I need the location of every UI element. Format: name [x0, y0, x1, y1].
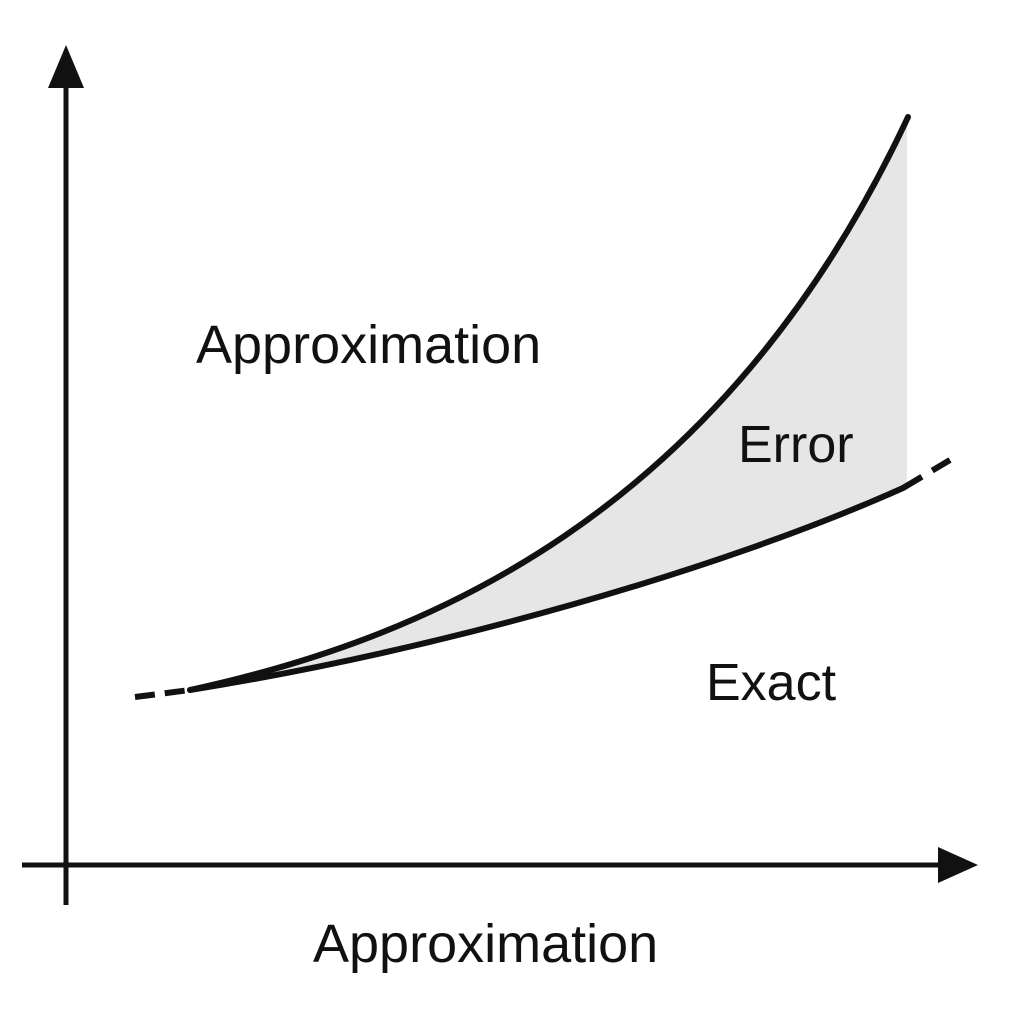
approximation-curve-label: Approximation	[196, 315, 541, 375]
exact-curve-label: Exact	[706, 654, 837, 712]
exact-curve-left-dashed	[134, 687, 191, 700]
error-region	[190, 118, 907, 690]
exact-curve-right-dashed	[901, 457, 952, 491]
x-axis-label: Approximation	[313, 914, 658, 974]
y-axis-arrowhead	[48, 45, 84, 88]
x-axis-arrowhead	[938, 847, 978, 883]
approximation-curve	[187, 114, 911, 693]
error-region-label: Error	[738, 416, 854, 474]
exact-curve	[187, 485, 906, 693]
